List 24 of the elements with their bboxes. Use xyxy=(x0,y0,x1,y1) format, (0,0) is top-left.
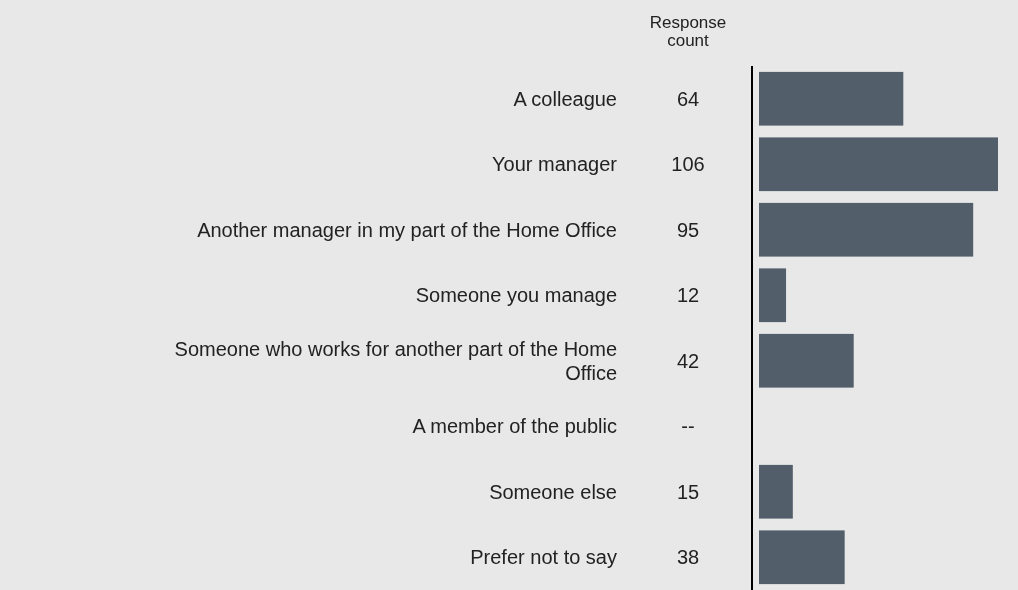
data-label: 15 xyxy=(676,480,700,503)
text: -- xyxy=(681,415,695,438)
y-tick-label: Your manager xyxy=(492,153,618,176)
data-label: 42 xyxy=(676,349,700,372)
data-label: 106 xyxy=(671,153,705,176)
bar xyxy=(759,530,845,585)
bar xyxy=(759,137,998,192)
y-tick-label: Another manager in my part of the Home Office xyxy=(197,218,617,241)
text: Response count xyxy=(649,13,727,50)
data-label: 12 xyxy=(676,284,700,307)
y-tick-label: Someone you manage xyxy=(415,284,617,307)
y-tick-label: A colleague xyxy=(513,87,617,110)
y-tick-label: Prefer not to say xyxy=(470,546,617,569)
y-tick-label: A member of the public xyxy=(412,415,617,438)
bar xyxy=(759,202,974,257)
data-label: 95 xyxy=(676,218,700,241)
y-tick-label: Someone who works for another part of the Home Office xyxy=(174,337,617,384)
data-label: 38 xyxy=(676,546,700,569)
bar xyxy=(759,464,793,519)
data-label: 64 xyxy=(676,87,700,110)
bar xyxy=(759,268,787,323)
bar xyxy=(759,71,904,126)
bar xyxy=(759,333,854,388)
y-tick-label: Someone else xyxy=(489,480,617,503)
